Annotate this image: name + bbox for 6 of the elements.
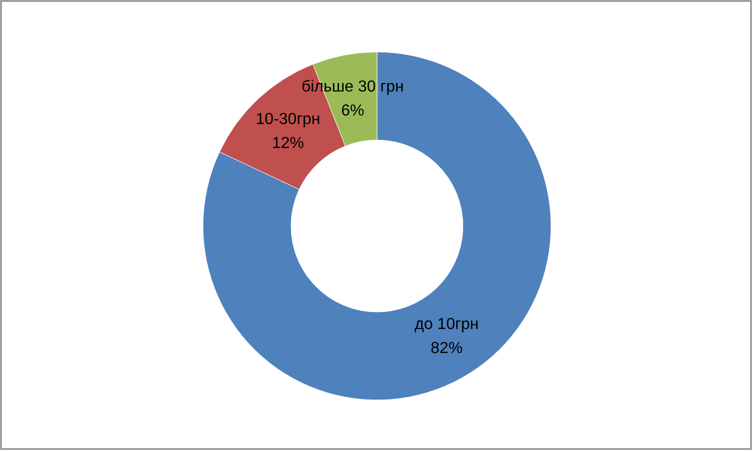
donut-slice [203,52,552,400]
data-label: 12% [272,134,304,152]
data-label: 82% [430,339,463,356]
slice-label: 10-30грн [256,110,320,128]
slice-label: до 10грн [414,315,479,332]
data-label: 6% [341,102,364,119]
